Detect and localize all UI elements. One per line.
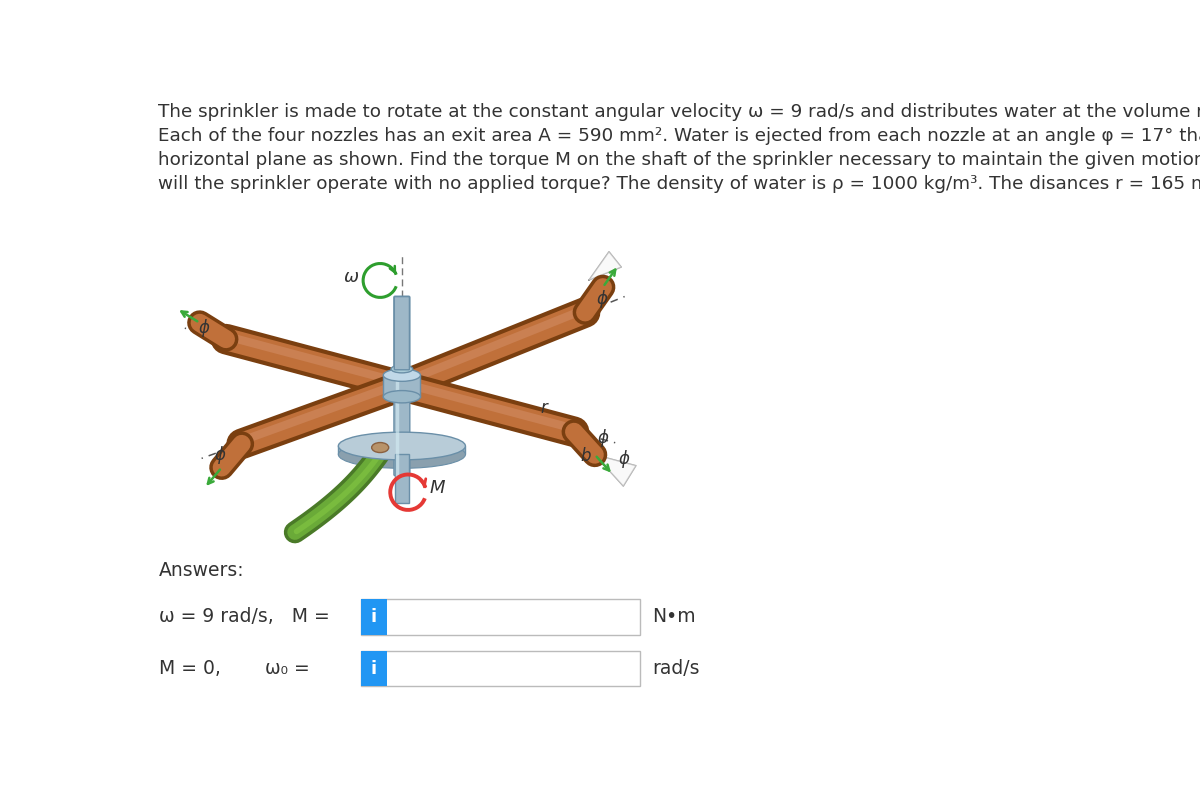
Polygon shape <box>595 454 636 486</box>
FancyBboxPatch shape <box>361 599 388 635</box>
Text: $\phi$: $\phi$ <box>214 445 226 467</box>
Ellipse shape <box>391 365 413 373</box>
FancyBboxPatch shape <box>394 296 410 475</box>
FancyBboxPatch shape <box>361 650 388 686</box>
Polygon shape <box>589 252 622 280</box>
Ellipse shape <box>383 390 420 403</box>
Text: ω = 9 rad/s,   M =: ω = 9 rad/s, M = <box>160 608 330 626</box>
Text: $\phi$: $\phi$ <box>596 288 608 309</box>
Text: $M$: $M$ <box>430 480 446 497</box>
Text: $b$: $b$ <box>580 447 592 465</box>
Text: $\phi$: $\phi$ <box>198 317 210 339</box>
Bar <box>338 446 466 454</box>
FancyBboxPatch shape <box>361 599 640 635</box>
Bar <box>395 454 409 503</box>
Text: $\omega$: $\omega$ <box>342 267 359 286</box>
Text: i: i <box>371 659 377 677</box>
Text: Answers:: Answers: <box>160 561 245 580</box>
Ellipse shape <box>338 433 466 460</box>
Text: i: i <box>371 608 377 626</box>
Text: $\phi$: $\phi$ <box>598 427 610 449</box>
Text: $r$: $r$ <box>540 399 550 416</box>
Ellipse shape <box>383 369 420 382</box>
Ellipse shape <box>338 441 466 468</box>
Text: The sprinkler is made to rotate at the constant angular velocity ω = 9 rad/s and: The sprinkler is made to rotate at the c… <box>157 104 1200 193</box>
Text: M = 0,: M = 0, <box>160 659 221 678</box>
FancyBboxPatch shape <box>395 296 409 370</box>
Text: N•m: N•m <box>653 608 696 626</box>
Text: ω₀ =: ω₀ = <box>265 659 310 678</box>
Bar <box>383 375 420 397</box>
Text: rad/s: rad/s <box>653 659 700 678</box>
Ellipse shape <box>372 442 389 453</box>
Text: $\phi$: $\phi$ <box>618 448 630 470</box>
FancyBboxPatch shape <box>361 650 640 686</box>
